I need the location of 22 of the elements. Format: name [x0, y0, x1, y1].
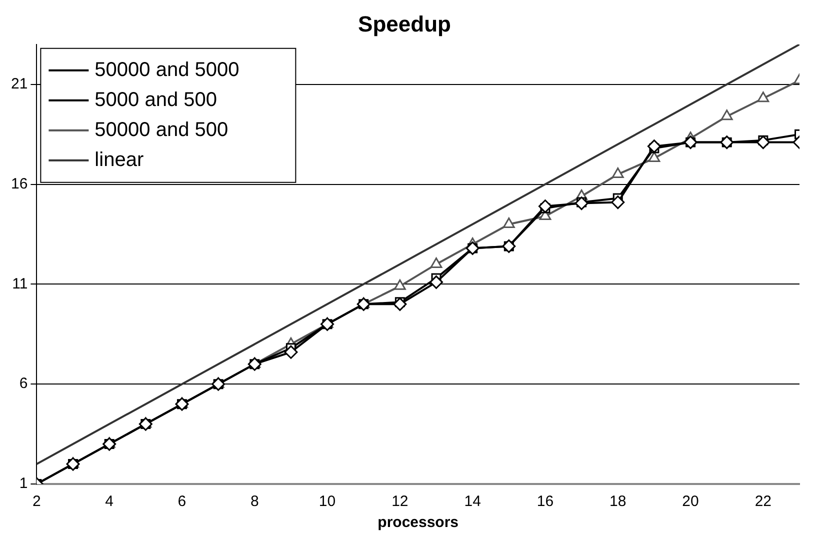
- y-tick-label: 1: [19, 475, 28, 492]
- legend-label: linear: [94, 148, 144, 171]
- y-tick-label: 6: [19, 375, 28, 392]
- x-tick-label: 2: [32, 493, 41, 510]
- x-tick-label: 6: [178, 493, 186, 510]
- x-axis-title: processors: [378, 514, 459, 532]
- x-tick-label: 16: [536, 493, 554, 510]
- x-tick-label: 20: [682, 493, 699, 510]
- x-tick-label: 18: [610, 493, 626, 510]
- y-tick-label: 16: [10, 175, 28, 192]
- x-tick-label: 8: [250, 493, 259, 510]
- legend-label: 5000 and 500: [94, 88, 218, 111]
- legend-label: 50000 and 500: [94, 118, 228, 141]
- legend-label: 50000 and 5000: [94, 58, 240, 81]
- y-tick-label: 11: [12, 275, 28, 292]
- y-tick-label: 21: [10, 76, 28, 93]
- x-tick-label: 14: [464, 493, 481, 510]
- x-tick-label: 22: [754, 493, 772, 510]
- x-tick-label: 10: [318, 493, 336, 510]
- chart-title: Speedup: [358, 11, 451, 36]
- x-tick-label: 12: [392, 493, 408, 510]
- x-tick-label: 4: [105, 493, 114, 510]
